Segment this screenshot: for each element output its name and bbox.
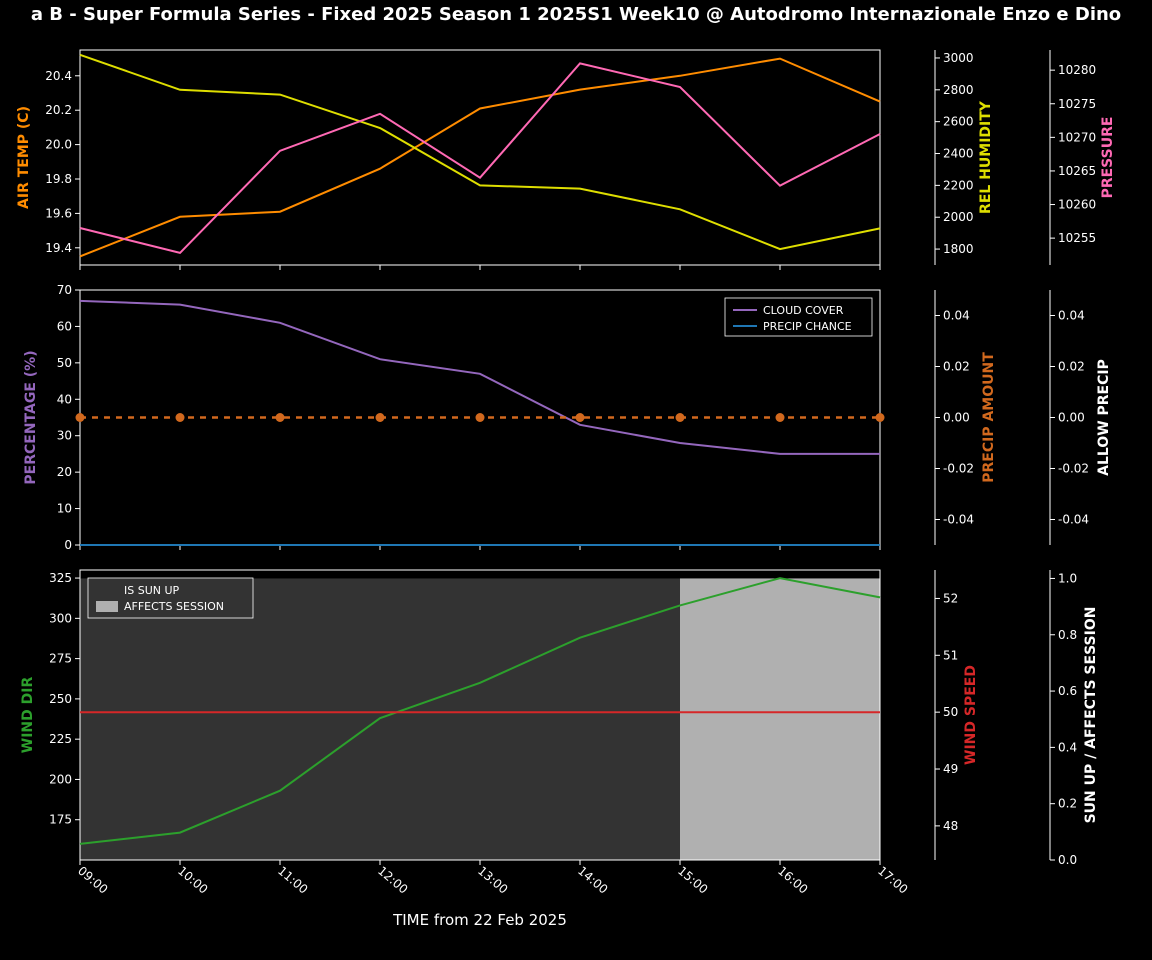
svg-text:3000: 3000	[943, 51, 974, 65]
svg-text:0.2: 0.2	[1058, 797, 1077, 811]
svg-text:20: 20	[57, 465, 72, 479]
svg-text:325: 325	[49, 571, 72, 585]
svg-text:1800: 1800	[943, 242, 974, 256]
svg-text:0.00: 0.00	[943, 411, 970, 425]
svg-text:10265: 10265	[1058, 164, 1096, 178]
svg-text:0.02: 0.02	[943, 360, 970, 374]
svg-text:2800: 2800	[943, 83, 974, 97]
svg-text:2000: 2000	[943, 210, 974, 224]
svg-text:0.02: 0.02	[1058, 360, 1085, 374]
svg-text:10275: 10275	[1058, 97, 1096, 111]
x-axis-label: TIME from 22 Feb 2025	[392, 911, 567, 929]
x-tick-label: 16:00	[775, 864, 810, 897]
legend-affects-session: AFFECTS SESSION	[124, 600, 224, 613]
pressure-axis-label: PRESSURE	[1100, 117, 1116, 199]
affects-session-span	[680, 578, 880, 860]
legend-cloud-cover: CLOUD COVER	[763, 304, 844, 317]
rel-humidity-axis-label: REL HUMIDITY	[978, 100, 994, 214]
svg-text:2600: 2600	[943, 115, 974, 129]
svg-text:20.0: 20.0	[45, 138, 72, 152]
allow-precip-axis-label: ALLOW PRECIP	[1096, 359, 1112, 476]
x-tick-label: 15:00	[675, 864, 710, 897]
svg-text:50: 50	[57, 356, 72, 370]
svg-text:49: 49	[943, 762, 958, 776]
svg-text:10270: 10270	[1058, 130, 1096, 144]
svg-text:19.8: 19.8	[45, 172, 72, 186]
weather-chart: a B - Super Formula Series - Fixed 2025 …	[0, 0, 1152, 960]
svg-text:50: 50	[943, 705, 958, 719]
svg-text:0.0: 0.0	[1058, 853, 1077, 867]
svg-text:10280: 10280	[1058, 63, 1096, 77]
svg-text:0.4: 0.4	[1058, 740, 1077, 754]
x-tick-label: 14:00	[575, 864, 610, 897]
svg-text:10255: 10255	[1058, 231, 1096, 245]
svg-text:225: 225	[49, 732, 72, 746]
sun-affects-axis-label: SUN UP / AFFECTS SESSION	[1083, 607, 1099, 824]
precip-amount-marker	[676, 413, 685, 422]
svg-text:-0.04: -0.04	[1058, 513, 1089, 527]
svg-text:0.04: 0.04	[943, 309, 970, 323]
svg-text:175: 175	[49, 813, 72, 827]
precip-amount-marker	[776, 413, 785, 422]
precip-amount-marker	[276, 413, 285, 422]
svg-text:30: 30	[57, 429, 72, 443]
chart-title: a B - Super Formula Series - Fixed 2025 …	[31, 4, 1121, 25]
svg-text:250: 250	[49, 692, 72, 706]
svg-text:70: 70	[57, 283, 72, 297]
precip-amount-marker	[476, 413, 485, 422]
svg-text:10: 10	[57, 502, 72, 516]
svg-text:52: 52	[943, 591, 958, 605]
x-tick-label: 12:00	[375, 864, 410, 897]
x-tick-label: 09:00	[75, 864, 110, 897]
svg-text:19.4: 19.4	[45, 241, 72, 255]
svg-text:275: 275	[49, 652, 72, 666]
x-tick-label: 10:00	[175, 864, 210, 897]
svg-text:-0.02: -0.02	[943, 462, 974, 476]
svg-text:-0.02: -0.02	[1058, 462, 1089, 476]
svg-text:51: 51	[943, 648, 958, 662]
precip-amount-marker	[76, 413, 85, 422]
wind-speed-axis-label: WIND SPEED	[963, 665, 979, 765]
legend-precip-chance: PRECIP CHANCE	[763, 320, 852, 333]
svg-text:300: 300	[49, 611, 72, 625]
svg-text:2400: 2400	[943, 147, 974, 161]
svg-text:0.6: 0.6	[1058, 684, 1077, 698]
svg-text:1.0: 1.0	[1058, 571, 1077, 585]
svg-text:-0.04: -0.04	[943, 513, 974, 527]
x-tick-label: 11:00	[275, 864, 310, 897]
precip-amount-marker	[876, 413, 885, 422]
percentage-axis-label: PERCENTAGE (%)	[23, 350, 39, 484]
svg-text:20.2: 20.2	[45, 103, 72, 117]
wind-dir-axis-label: WIND DIR	[20, 677, 36, 754]
svg-text:200: 200	[49, 772, 72, 786]
svg-text:20.4: 20.4	[45, 69, 72, 83]
x-tick-label: 17:00	[875, 864, 910, 897]
precip-amount-axis-label: PRECIP AMOUNT	[981, 352, 997, 483]
svg-text:60: 60	[57, 319, 72, 333]
svg-text:0.8: 0.8	[1058, 628, 1077, 642]
precip-amount-marker	[576, 413, 585, 422]
svg-text:19.6: 19.6	[45, 206, 72, 220]
svg-text:0: 0	[64, 538, 72, 552]
legend-is-sun-up: IS SUN UP	[124, 584, 180, 597]
svg-text:2200: 2200	[943, 178, 974, 192]
air-temp-axis-label: AIR TEMP (C)	[16, 106, 32, 209]
svg-text:10260: 10260	[1058, 198, 1096, 212]
precip-amount-marker	[176, 413, 185, 422]
svg-text:48: 48	[943, 819, 958, 833]
svg-text:0.04: 0.04	[1058, 309, 1085, 323]
precip-amount-marker	[376, 413, 385, 422]
svg-text:0.00: 0.00	[1058, 411, 1085, 425]
x-tick-label: 13:00	[475, 864, 510, 897]
svg-text:40: 40	[57, 392, 72, 406]
